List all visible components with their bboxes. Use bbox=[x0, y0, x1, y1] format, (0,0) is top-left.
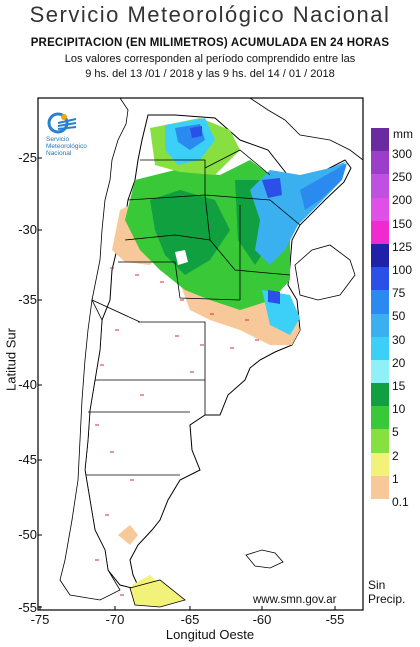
xtick-label: -55 bbox=[325, 612, 345, 627]
legend-colorbar bbox=[371, 128, 389, 499]
legend-label: 100 bbox=[392, 263, 413, 277]
province-borders bbox=[86, 149, 301, 476]
legend-label: 300 bbox=[392, 147, 413, 161]
legend-label: 15 bbox=[392, 379, 406, 393]
legend-label: 200 bbox=[392, 193, 413, 208]
no-precip-label: Sin Precip. bbox=[368, 578, 406, 606]
xtick-label: -75 bbox=[30, 612, 50, 627]
legend-swatch bbox=[371, 151, 389, 175]
legend-swatch bbox=[371, 220, 389, 244]
xtick-label: -60 bbox=[252, 612, 272, 627]
ytick-label: -35 bbox=[18, 292, 37, 307]
ytick-label: -40 bbox=[18, 377, 37, 392]
tierra-del-fuego bbox=[129, 579, 186, 608]
ytick-label: -25 bbox=[18, 150, 37, 165]
legend-label: 1 bbox=[392, 471, 399, 486]
ytick-label: -45 bbox=[18, 452, 37, 467]
legend-label: 250 bbox=[392, 170, 413, 185]
smn-logo bbox=[47, 112, 77, 134]
legend-label: 125 bbox=[392, 239, 413, 254]
legend-swatch bbox=[371, 359, 389, 384]
xtick-label: -70 bbox=[105, 612, 125, 627]
legend-swatch bbox=[371, 452, 389, 476]
x-axis-label: Longitud Oeste bbox=[165, 627, 255, 642]
legend-label: 0.1 bbox=[392, 495, 409, 509]
legend-swatch bbox=[371, 475, 389, 499]
legend-swatch bbox=[371, 336, 389, 360]
map-frame bbox=[37, 97, 364, 611]
map-title: Servicio Meteorológico Nacional bbox=[29, 2, 391, 27]
neighbour-outlines bbox=[91, 97, 364, 301]
legend-swatch bbox=[371, 290, 389, 314]
legend-swatch bbox=[371, 313, 389, 337]
station-markers bbox=[95, 267, 259, 596]
xtick-label: -65 bbox=[180, 612, 200, 627]
legend-unit: mm bbox=[393, 127, 413, 141]
legend-swatch bbox=[371, 383, 389, 407]
malvinas-islands bbox=[245, 549, 284, 569]
period-line-1: Los valores corresponden al período comp… bbox=[64, 53, 356, 65]
legend-label: 10 bbox=[392, 402, 406, 417]
legend-label: 2 bbox=[392, 448, 399, 463]
legend-label: 30 bbox=[392, 332, 406, 347]
legend-swatch bbox=[371, 174, 389, 198]
legend-swatch bbox=[371, 406, 389, 430]
chile-outline bbox=[59, 298, 121, 601]
legend-label: 75 bbox=[392, 286, 406, 301]
ytick-label: -30 bbox=[18, 222, 37, 237]
period-line-2: 9 hs. del 13 /01 / 2018 y las 9 hs. del … bbox=[85, 68, 335, 80]
credit-url[interactable]: www.smn.gov.ar bbox=[253, 594, 337, 606]
map-subtitle: PRECIPITACION (EN MILIMETROS) ACUMULADA … bbox=[30, 37, 390, 49]
legend-label: 50 bbox=[392, 309, 406, 324]
axis-ticks bbox=[38, 157, 336, 610]
legend-swatch bbox=[371, 243, 389, 268]
legend-swatch bbox=[371, 429, 389, 453]
legend-swatch bbox=[371, 267, 389, 291]
legend-label: 20 bbox=[392, 355, 406, 370]
legend-swatch bbox=[371, 128, 389, 152]
legend-swatch bbox=[371, 197, 389, 221]
ytick-label: -55 bbox=[18, 600, 37, 615]
legend-label: 150 bbox=[392, 216, 413, 231]
logo-text: Servicio Meteorológico Nacional bbox=[46, 136, 87, 157]
legend-label: 5 bbox=[392, 425, 399, 440]
ytick-label: -50 bbox=[18, 527, 37, 542]
